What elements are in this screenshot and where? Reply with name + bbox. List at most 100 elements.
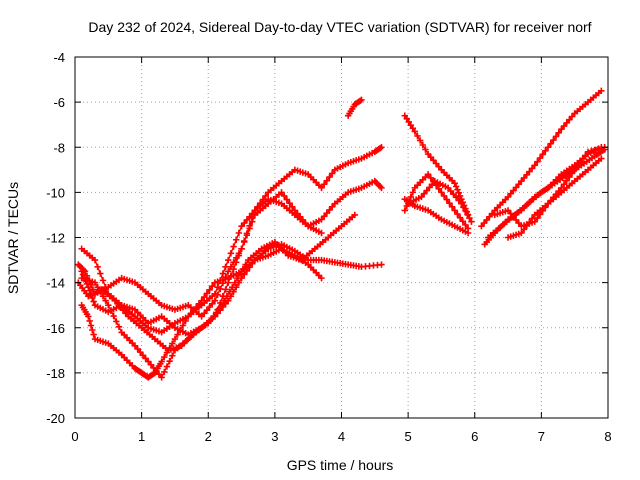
x-tick-label: 5 (405, 429, 412, 444)
data-point (105, 301, 112, 309)
track-marker (281, 192, 288, 200)
track-marker (456, 214, 464, 221)
track-marker (226, 288, 233, 295)
data-point (251, 207, 259, 214)
series-sat-track-16 (504, 155, 605, 241)
data-point (378, 261, 385, 268)
x-tick-label: 3 (271, 429, 278, 444)
track-marker (234, 274, 241, 282)
track-marker (227, 250, 235, 257)
data-point (318, 184, 325, 192)
x-tick-label: 4 (338, 429, 345, 444)
series-layer (75, 87, 608, 381)
y-axis-label: SDTVAR / TECUs (5, 182, 21, 294)
track-marker (576, 159, 584, 166)
track-marker (86, 317, 93, 325)
track-marker (90, 298, 97, 305)
track-marker (99, 292, 107, 300)
track-marker (520, 226, 528, 233)
track-marker (177, 326, 184, 334)
track-marker (448, 203, 456, 211)
series-sat-track-4 (78, 245, 325, 381)
y-tick-label: -6 (53, 95, 65, 110)
series-sat-track-11 (401, 195, 472, 237)
track-marker (594, 145, 602, 153)
track-marker (89, 326, 96, 334)
track-marker (534, 158, 541, 165)
track-marker (568, 170, 576, 177)
track-marker (464, 211, 471, 218)
data-point (464, 229, 472, 237)
track-marker (246, 264, 253, 271)
track-marker (523, 222, 530, 229)
data-point (205, 320, 212, 327)
track-marker (210, 312, 217, 320)
track-marker (526, 218, 533, 226)
data-point (318, 274, 325, 282)
track-marker (536, 154, 544, 162)
track-marker (209, 283, 216, 290)
track-marker (446, 200, 453, 207)
track-marker (239, 265, 247, 273)
track-marker (422, 146, 429, 153)
track-marker (435, 185, 442, 192)
track-marker (174, 331, 181, 338)
data-point (171, 335, 179, 343)
series-sat-track-7 (344, 96, 365, 119)
data-point (211, 297, 219, 304)
data-point (238, 245, 245, 252)
data-point (91, 279, 99, 286)
track-marker (528, 215, 536, 222)
data-point (231, 279, 239, 286)
track-marker (462, 207, 469, 215)
track-marker (566, 173, 573, 181)
track-marker (466, 214, 473, 222)
x-axis-label: GPS time / hours (287, 457, 394, 473)
track-marker (452, 183, 460, 190)
data-point (318, 229, 325, 237)
track-marker (214, 291, 221, 299)
track-marker (207, 316, 215, 323)
track-marker (219, 270, 227, 277)
track-marker (230, 243, 237, 250)
track-marker (201, 293, 208, 301)
axes: 0 1 2 3 4 5 6 7 8 -4 -6 -8 -10 -12 -14 -16 -18 -20 (46, 50, 611, 444)
x-tick-label: 0 (71, 429, 78, 444)
series-sat-track-15 (491, 144, 608, 230)
grid (75, 57, 608, 418)
x-tick-label: 1 (138, 429, 145, 444)
series-line (77, 214, 356, 352)
track-marker (588, 147, 595, 155)
series-sat-track-14 (484, 146, 608, 241)
track-marker (542, 147, 549, 155)
track-marker (237, 270, 244, 277)
data-point (85, 313, 92, 320)
y-tick-label: -18 (46, 366, 65, 381)
track-marker (320, 181, 328, 188)
track-marker (87, 281, 95, 289)
track-marker (414, 132, 421, 140)
y-tick-label: -16 (46, 321, 65, 336)
track-marker (243, 230, 251, 237)
track-marker (169, 352, 176, 359)
track-marker (163, 363, 171, 370)
track-marker (113, 318, 120, 325)
track-marker (235, 229, 243, 237)
data-point (81, 268, 89, 275)
track-marker (579, 155, 586, 163)
track-marker (443, 196, 450, 203)
data-point (571, 166, 578, 174)
track-marker (286, 200, 293, 207)
series-line (81, 198, 322, 334)
track-marker (283, 196, 291, 203)
plot-frame (74, 56, 609, 419)
track-marker (249, 260, 256, 267)
track-marker (166, 357, 173, 365)
track-marker (459, 218, 466, 225)
track-marker (229, 283, 236, 291)
data-point (198, 297, 205, 304)
data-point (518, 229, 525, 237)
data-point (458, 200, 465, 207)
series-line (487, 148, 606, 239)
track-marker (94, 283, 101, 291)
